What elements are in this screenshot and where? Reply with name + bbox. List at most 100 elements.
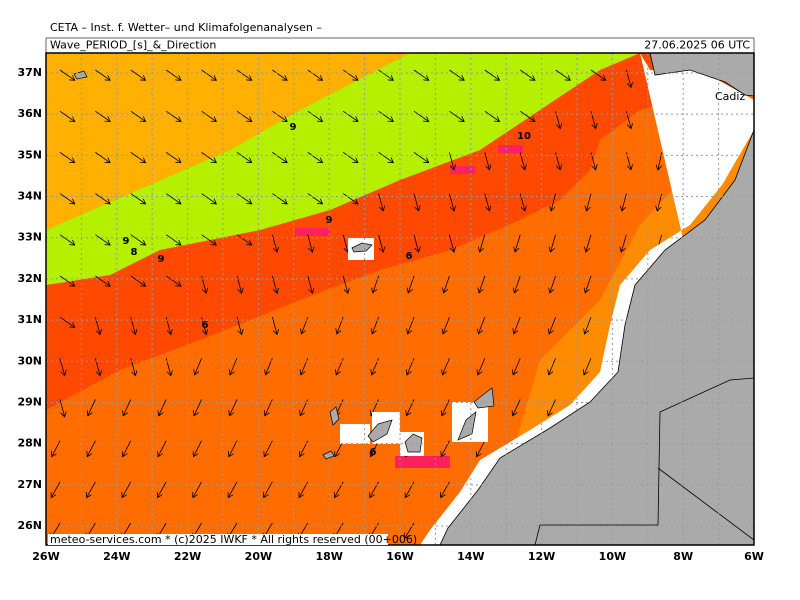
arrow xyxy=(378,193,384,211)
arrow xyxy=(130,193,146,204)
arrow xyxy=(95,234,110,245)
lon-label: 26W xyxy=(32,550,59,563)
arrow xyxy=(130,110,146,121)
field-orange xyxy=(46,53,410,230)
arrow xyxy=(479,275,486,293)
arrow xyxy=(52,440,61,457)
arrow xyxy=(95,275,110,286)
arrow xyxy=(413,152,429,162)
contour-label: 10 xyxy=(517,131,531,142)
arrow xyxy=(236,193,252,204)
arrow xyxy=(480,234,486,252)
lon-label: 16W xyxy=(386,550,413,563)
arrow xyxy=(442,358,450,375)
arrow xyxy=(449,234,454,252)
arrow xyxy=(444,275,450,293)
arrow xyxy=(95,193,110,204)
arrow xyxy=(342,152,358,162)
contour-labels: 9 10 9 9 8 9 6 6 6 xyxy=(123,122,531,458)
arrow xyxy=(230,358,238,375)
lat-label: 28N xyxy=(17,437,42,450)
arrow xyxy=(449,152,454,169)
arrow xyxy=(59,69,75,80)
arrow xyxy=(272,316,277,334)
institute: CETA – Inst. f. Wetter– und Klimafolgena… xyxy=(50,21,322,34)
arrow xyxy=(59,193,75,204)
arrow xyxy=(549,316,556,334)
arrow xyxy=(307,193,323,204)
arrow xyxy=(59,275,75,286)
contour-label: 9 xyxy=(123,236,130,247)
arrow xyxy=(515,234,521,252)
contour-label: 6 xyxy=(406,251,413,262)
arrow xyxy=(272,152,287,162)
contour-label: 9 xyxy=(290,122,297,133)
arrow xyxy=(229,440,238,457)
arrow xyxy=(59,110,75,121)
arrow xyxy=(51,481,61,498)
arrow xyxy=(236,69,252,80)
lat-label: 36N xyxy=(17,107,42,120)
arrow xyxy=(585,275,592,293)
land-spain xyxy=(649,53,754,97)
arrow xyxy=(413,69,429,80)
arrow xyxy=(378,234,384,252)
arrow xyxy=(442,399,450,415)
arrow xyxy=(229,399,238,415)
arrow xyxy=(378,152,394,162)
title: Wave_PERIOD_[s]_&_Direction xyxy=(50,39,216,52)
arrow xyxy=(272,193,287,204)
lat-label: 34N xyxy=(17,190,42,203)
arrow xyxy=(130,275,146,286)
arrow xyxy=(193,440,202,457)
lat-label: 31N xyxy=(17,313,42,326)
arrow xyxy=(228,481,238,498)
lat-label: 27N xyxy=(17,478,42,491)
arrow xyxy=(550,234,556,252)
border xyxy=(657,467,754,541)
arrow xyxy=(307,69,323,80)
arrow xyxy=(59,316,75,327)
arrow xyxy=(165,110,181,121)
valid-time: 27.06.2025 06 UTC xyxy=(644,39,750,52)
arrow xyxy=(130,234,146,245)
arrow xyxy=(272,275,277,293)
grid xyxy=(46,53,754,545)
arrow xyxy=(378,110,394,121)
arrow xyxy=(513,358,521,375)
arrow xyxy=(236,152,252,162)
arrow xyxy=(449,193,454,211)
place-label: Cadiz xyxy=(715,90,745,103)
land-africa xyxy=(439,129,754,545)
lat-label: 33N xyxy=(17,231,42,244)
arrow xyxy=(342,193,358,204)
arrow xyxy=(514,275,521,293)
lon-label: 14W xyxy=(457,550,484,563)
contour-label: 9 xyxy=(326,215,333,226)
lat-label: 37N xyxy=(17,66,42,79)
lat-label: 30N xyxy=(17,354,42,367)
arrow xyxy=(443,316,450,334)
arrow xyxy=(201,193,217,204)
field xyxy=(46,53,754,545)
arrow xyxy=(159,399,167,415)
arrow xyxy=(157,481,167,498)
arrow xyxy=(193,481,202,498)
arrow xyxy=(272,69,287,80)
arrow xyxy=(413,110,429,121)
arrow xyxy=(519,69,535,80)
arrow xyxy=(622,193,627,211)
arrow xyxy=(342,69,358,80)
arrow xyxy=(123,399,132,415)
arrow xyxy=(307,110,323,121)
arrow xyxy=(584,358,592,375)
arrow xyxy=(413,234,419,252)
lat-label: 35N xyxy=(17,148,42,161)
arrow xyxy=(272,110,287,121)
arrow xyxy=(513,399,521,415)
footer-bg xyxy=(48,534,388,545)
lon-label: 10W xyxy=(599,550,626,563)
arrow xyxy=(621,234,627,252)
arrow xyxy=(484,152,490,169)
